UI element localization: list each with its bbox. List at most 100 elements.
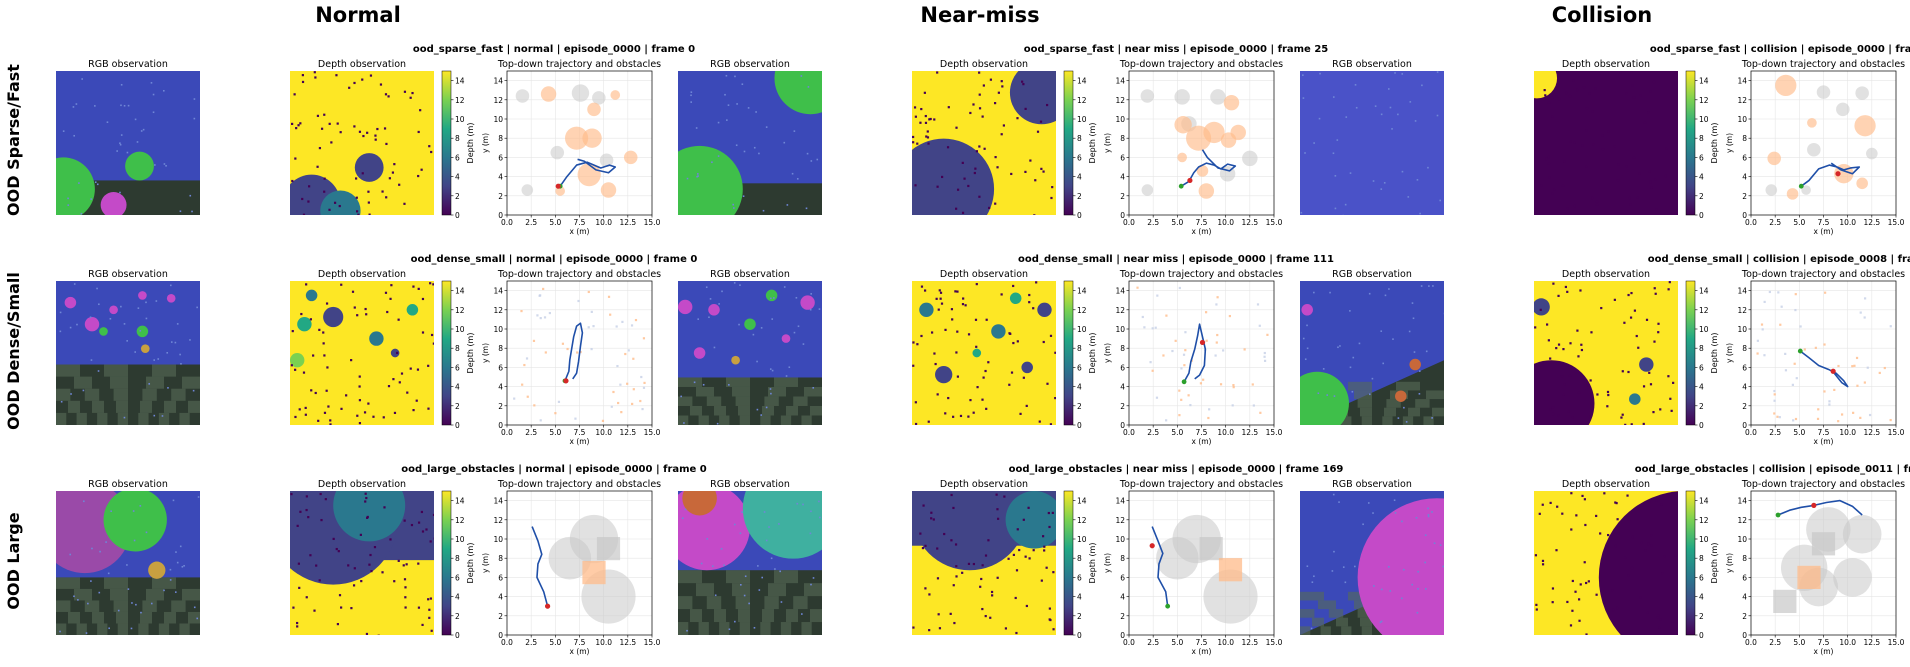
depth-noise-pixel <box>1579 583 1582 586</box>
depth-noise-pixel <box>1664 174 1667 178</box>
small-obstacle <box>520 309 523 313</box>
depth-noise-pixel <box>955 565 958 568</box>
depth-noise-pixel <box>353 81 356 85</box>
episode-panel-group: ood_sparse_fast | near miss | episode_00… <box>678 44 1328 236</box>
depth-noise-pixel <box>385 142 388 146</box>
depth-noise-pixel <box>1045 566 1048 569</box>
depth-noise-pixel <box>403 519 406 522</box>
depth-noise-pixel <box>1563 383 1566 386</box>
depth-noise-pixel <box>1036 130 1040 133</box>
y-axis-label: y (m) <box>1725 133 1734 153</box>
rgb-noise-pixel <box>1394 72 1396 74</box>
colorbar-tick-label: 2 <box>1077 612 1082 621</box>
x-tick-label: 10.0 <box>595 428 612 437</box>
depth-noise-pixel <box>1627 574 1630 577</box>
colorbar-tick-label: 4 <box>1077 173 1082 182</box>
depth-obstacle-blob <box>1005 491 1056 549</box>
rgb-noise-pixel <box>726 119 728 121</box>
rgb-noise-pixel <box>169 579 172 581</box>
depth-noise-pixel <box>990 590 994 594</box>
rgb-noise-pixel <box>1379 621 1382 624</box>
small-obstacle <box>1784 352 1787 355</box>
rgb-noise-pixel <box>1409 101 1412 103</box>
depth-noise-pixel <box>397 559 400 562</box>
obstacle-circle-orange <box>1854 115 1876 137</box>
rgb-noise-pixel <box>684 508 687 511</box>
depth-noise-pixel <box>1630 71 1633 74</box>
depth-noise-pixel <box>1671 620 1674 623</box>
rgb-noise-pixel <box>179 210 182 213</box>
rgb-noise-pixel <box>1411 583 1414 586</box>
rgb-checker-tile <box>810 609 822 623</box>
y-tick-label: 2 <box>1120 612 1125 621</box>
depth-noise-pixel <box>409 96 412 99</box>
depth-noise-pixel <box>340 283 343 286</box>
small-obstacle <box>1773 399 1776 402</box>
rgb-noise-pixel <box>136 141 139 143</box>
small-obstacle <box>536 314 539 317</box>
depth-noise-pixel <box>323 411 327 414</box>
depth-noise-pixel <box>927 142 930 145</box>
rgb-noise-pixel <box>757 565 759 567</box>
rgb-noise-pixel <box>1332 96 1335 98</box>
colorbar-tick-label: 14 <box>1077 287 1087 296</box>
rgb-checker-tile <box>1426 390 1444 400</box>
depth-noise-pixel <box>323 354 326 357</box>
colorbar-label: Depth (m) <box>1088 333 1097 374</box>
depth-noise-pixel <box>1540 184 1543 187</box>
depth-noise-pixel <box>972 562 976 566</box>
rgb-noise-pixel <box>140 611 142 614</box>
obstacle-circle-gray <box>550 145 565 160</box>
depth-noise-pixel <box>928 118 931 121</box>
rgb-noise-pixel <box>720 548 723 550</box>
depth-noise-pixel <box>984 554 988 557</box>
trajectory-line <box>1180 149 1237 187</box>
rgb-checker-tile <box>152 364 176 377</box>
depth-noise-pixel <box>1039 120 1043 123</box>
episode-panel-group: ood_sparse_fast | normal | episode_0000 … <box>56 44 695 236</box>
rgb-noise-pixel <box>702 383 705 386</box>
rgb-noise-pixel <box>1415 516 1418 519</box>
rgb-noise-pixel <box>700 562 703 565</box>
depth-noise-pixel <box>350 607 353 610</box>
rgb-noise-pixel <box>812 387 815 389</box>
depth-noise-pixel <box>1547 339 1550 342</box>
small-obstacle <box>1154 326 1157 329</box>
depth-noise-pixel <box>367 201 370 204</box>
depth-noise-pixel <box>1054 396 1056 400</box>
rgb-noise-pixel <box>1371 377 1374 380</box>
depth-noise-pixel <box>368 213 371 215</box>
rgb-noise-pixel <box>1332 152 1335 155</box>
rgb-checker-tile <box>1402 416 1414 425</box>
rgb-noise-pixel <box>805 207 808 210</box>
rgb-noise-pixel <box>1374 105 1377 107</box>
small-obstacle <box>1180 367 1183 370</box>
depth-noise-pixel <box>1003 495 1006 498</box>
rgb-checker-tile <box>739 622 750 635</box>
small-obstacle <box>626 382 629 385</box>
depth-noise-pixel <box>1555 549 1558 552</box>
rgb-checker-tile <box>801 622 812 635</box>
depth-obstacle-blob <box>1629 393 1641 405</box>
colorbar-tick-label: 4 <box>1699 383 1704 392</box>
colorbar-tick-label: 8 <box>1699 554 1704 563</box>
x-tick-label: 12.5 <box>1863 218 1880 227</box>
small-obstacle <box>1856 384 1859 387</box>
depth-noise-pixel <box>1538 512 1541 515</box>
obstacle-circle-orange <box>1174 116 1192 134</box>
depth-noise-pixel <box>1043 545 1046 548</box>
depth-noise-pixel <box>994 202 997 205</box>
rgb-panel-title: RGB observation <box>710 479 790 490</box>
depth-noise-pixel <box>1603 492 1606 495</box>
rgb-noise-pixel <box>756 360 758 363</box>
depth-noise-pixel <box>374 134 377 137</box>
rgb-noise-pixel <box>1352 356 1355 359</box>
obstacle-circle-gray <box>1801 185 1811 195</box>
x-tick-label: 7.5 <box>1818 428 1830 437</box>
depth-noise-pixel <box>1550 96 1554 100</box>
rgb-noise-pixel <box>802 503 804 506</box>
end-marker <box>1149 543 1155 549</box>
rgb-checker-tile <box>726 570 750 584</box>
depth-noise-pixel <box>1607 130 1610 133</box>
x-tick-label: 15.0 <box>1888 638 1905 647</box>
